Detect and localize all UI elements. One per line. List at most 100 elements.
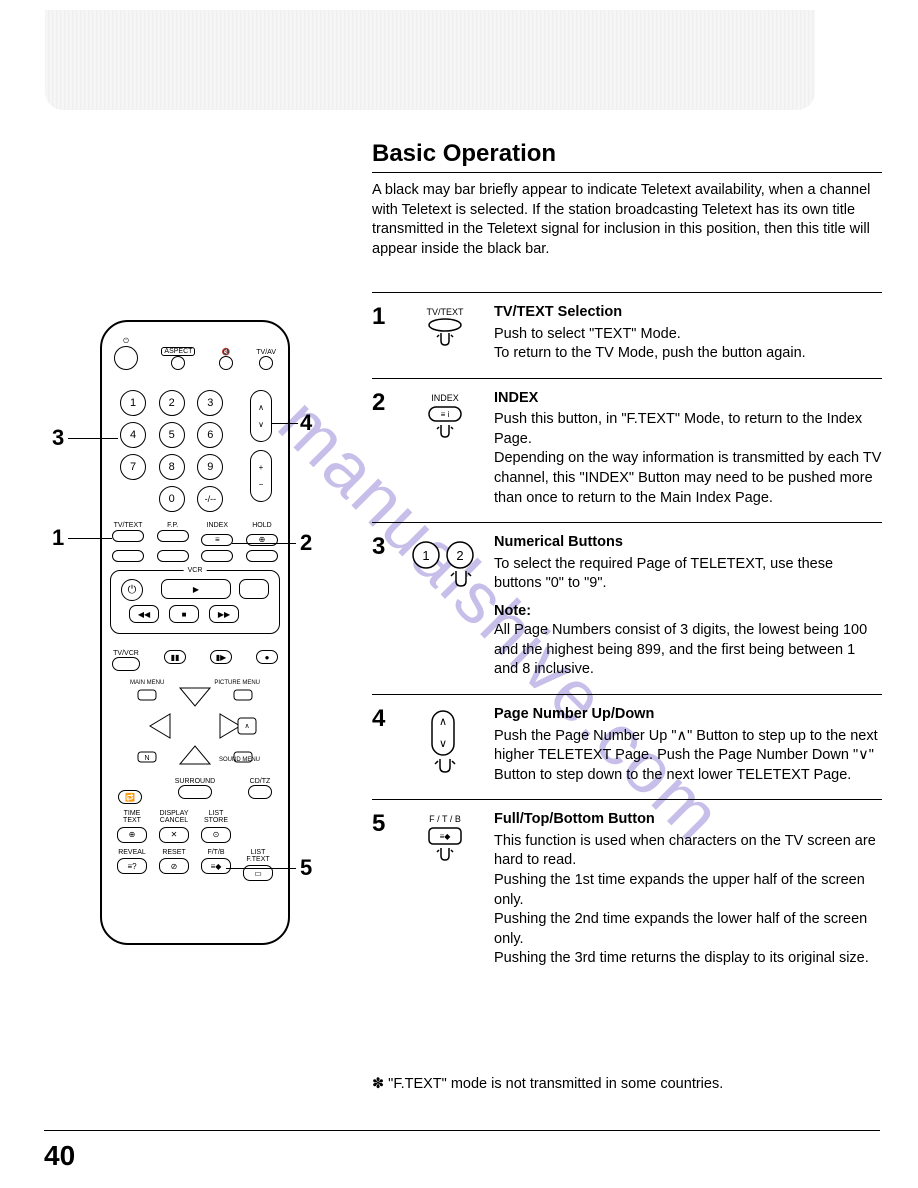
step-1-heading: TV/TEXT Selection (494, 303, 882, 323)
color-yellow (201, 550, 233, 562)
vcr-ff: ▶▶ (209, 605, 239, 623)
surround-label: SURROUND (175, 778, 215, 785)
svg-text:∧: ∧ (244, 723, 249, 730)
callout-3-line (68, 438, 118, 439)
cdtz-button (248, 785, 272, 799)
step-5-body: This function is used when characters on… (494, 832, 882, 969)
vcr-stop: ■ (169, 605, 199, 623)
step-5-num: 5 (372, 810, 396, 838)
page-number: 40 (44, 1140, 75, 1172)
numpad-3: 3 (197, 390, 223, 416)
numpad-8: 8 (159, 454, 185, 480)
numpad-9: 9 (197, 454, 223, 480)
callout-5: 5 (300, 855, 312, 881)
dispcancel-label: DISPLAYCANCEL (156, 810, 192, 824)
step-3: 3 1 2 Numerical Buttons To select the re… (372, 522, 882, 694)
callout-1: 1 (52, 525, 64, 551)
step-2-num: 2 (372, 389, 396, 417)
footnote: ✽ "F.TEXT" mode is not transmitted in so… (372, 1076, 723, 1092)
timetext-button: ⊕ (117, 827, 147, 843)
step-1: 1 TV/TEXT TV/TEXT Selection Push to sele… (372, 292, 882, 378)
channel-rocker: ∧ ∨ (250, 390, 272, 442)
tvvcr-button (112, 657, 140, 671)
intro-paragraph: A black may bar briefly appear to indica… (372, 181, 882, 259)
svg-text:∨: ∨ (439, 738, 447, 750)
ch-up-icon: ∧ (258, 403, 264, 412)
step-1-icon: TV/TEXT (406, 303, 484, 357)
step-4: 4 ∧ ∨ Page Number Up/Down Push the Page … (372, 694, 882, 799)
vcr-label: VCR (184, 567, 207, 574)
vcr-play: ▶ (161, 579, 231, 599)
step-1-num: 1 (372, 303, 396, 331)
soundmenu-label: SOUND MENU (219, 757, 260, 763)
index-label: INDEX (201, 522, 233, 529)
step-2: 2 INDEX ≡ i INDEX Push this button, in "… (372, 378, 882, 522)
color-red (112, 550, 144, 562)
btn-a: 🔁 (118, 790, 142, 804)
title-rule (372, 172, 882, 173)
step-3-note: All Page Numbers consist of 3 digits, th… (494, 621, 882, 680)
numpad-1: 1 (120, 390, 146, 416)
color-blue (246, 550, 278, 562)
color-green (157, 550, 189, 562)
svg-text:2: 2 (456, 548, 463, 563)
step-5-icon: F / T / B ≡◆ (406, 810, 484, 868)
surround-button (178, 785, 212, 799)
callout-4: 4 (300, 410, 312, 436)
step-5-icon-label: F / T / B (406, 814, 484, 824)
svg-text:∧: ∧ (439, 716, 447, 728)
aspect-label: ASPECT (161, 347, 195, 356)
step-button: ▮▶ (210, 650, 232, 664)
numpad-2: 2 (159, 390, 185, 416)
header-smudge (45, 10, 815, 110)
numpad-6: 6 (197, 422, 223, 448)
step-2-icon-label: INDEX (406, 393, 484, 403)
liststore-button: ⊙ (201, 827, 231, 843)
liststore-label: LISTSTORE (198, 810, 234, 824)
tvav-button (259, 356, 273, 370)
callout-2-line (232, 543, 296, 544)
steps-list: 1 TV/TEXT TV/TEXT Selection Push to sele… (372, 292, 882, 983)
reset-button: ⊘ (159, 858, 189, 874)
svg-text:1: 1 (422, 548, 429, 563)
numpad-7: 7 (120, 454, 146, 480)
reveal-button: ≡? (117, 858, 147, 874)
remote-illustration: ⏻ ASPECT 🔇 TV/AV 1 2 (100, 320, 290, 945)
pause-button: ▮▮ (164, 650, 186, 664)
numpad-4: 4 (120, 422, 146, 448)
hold-label: HOLD (246, 522, 278, 529)
reset-label: RESET (156, 849, 192, 856)
listftext-label: LISTF.TEXT (240, 849, 276, 863)
page-title: Basic Operation (372, 140, 882, 168)
power-button (114, 346, 138, 370)
fp-label: F.P. (157, 522, 189, 529)
index-button: ≡ (201, 534, 233, 546)
mute-icon: 🔇 (219, 348, 233, 356)
tvvcr-label: TV/VCR (112, 650, 140, 657)
ftb-button: ≡◆ (201, 858, 231, 874)
step-5-heading: Full/Top/Bottom Button (494, 810, 882, 830)
callout-1-line (68, 538, 112, 539)
ch-down-icon: ∨ (258, 420, 264, 429)
step-2-body: Push this button, in "F.TEXT" Mode, to r… (494, 410, 882, 508)
svg-text:N: N (144, 755, 149, 762)
step-3-body: To select the required Page of TELETEXT,… (494, 555, 882, 594)
rec-button: ● (256, 650, 278, 664)
dispcancel-button: ✕ (159, 827, 189, 843)
tvav-label: TV/AV (256, 349, 276, 356)
step-3-icon: 1 2 (406, 533, 484, 597)
vol-down-icon: − (259, 480, 264, 489)
timetext-label: TIMETEXT (114, 810, 150, 824)
vcr-power: ⏻ (121, 579, 143, 601)
ftb-label: F/T/B (198, 849, 234, 856)
title-block: Basic Operation A black may bar briefly … (372, 140, 882, 259)
step-3-num: 3 (372, 533, 396, 561)
tvtext-button (112, 530, 144, 542)
cdtz-label: CD/TZ (248, 778, 272, 785)
aspect-button (171, 356, 185, 370)
step-5: 5 F / T / B ≡◆ Full/Top/Bottom Button Th… (372, 799, 882, 983)
vcr-rew: ◀◀ (129, 605, 159, 623)
svg-text:≡ i: ≡ i (441, 410, 450, 419)
vcr-panel: VCR ⏻ ▶ ◀◀ ■ ▶▶ (110, 570, 280, 634)
step-3-note-heading: Note: (494, 602, 882, 622)
